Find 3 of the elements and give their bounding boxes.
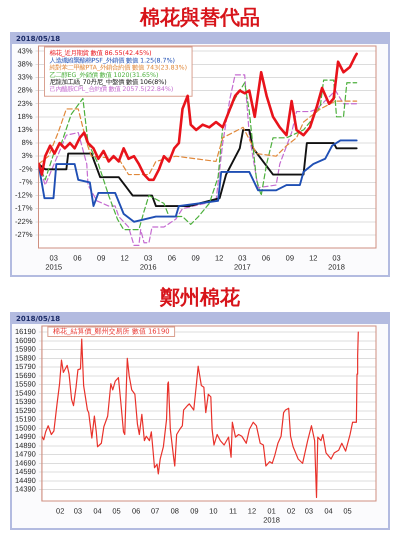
line-series xyxy=(38,100,358,176)
chart-title: 棉花與替代品 xyxy=(138,4,261,31)
chart-title: 鄭州棉花 xyxy=(158,284,241,311)
